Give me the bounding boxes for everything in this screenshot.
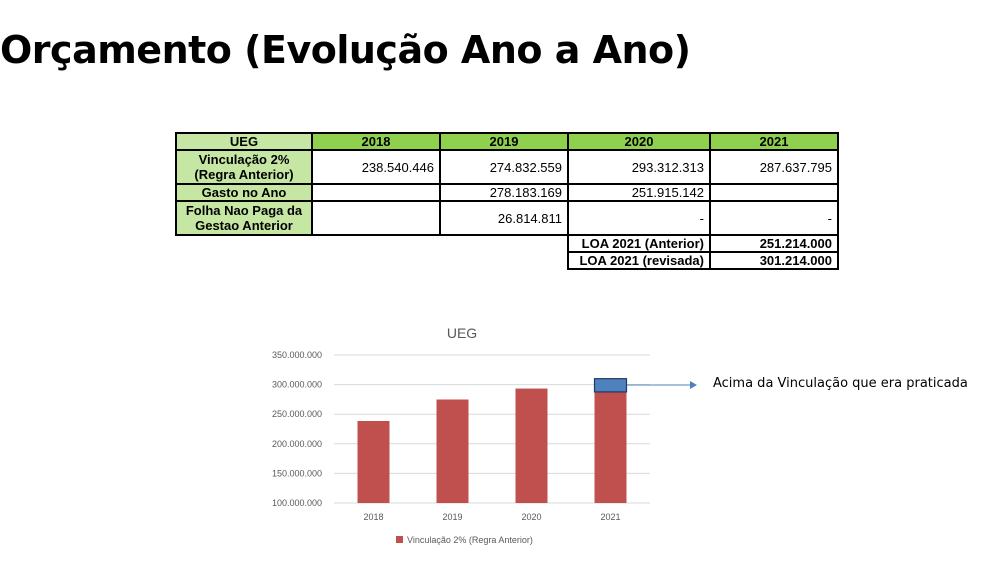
slide-title: Orçamento (Evolução Ano a Ano) <box>0 28 691 72</box>
cell-gasto-2018 <box>311 183 441 202</box>
bar-2019 <box>436 399 469 503</box>
loa-revisada-value: 301.214.000 <box>709 251 839 270</box>
budget-table: UEG 2018 2019 2020 2021 Vinculação 2% (R… <box>175 132 839 270</box>
header-2018: 2018 <box>311 132 441 151</box>
header-ueg: UEG <box>175 132 313 151</box>
loa-row: LOA 2021 (Anterior) 251.214.000 <box>176 234 839 253</box>
x-tick-label: 2021 <box>600 512 620 522</box>
row-label-vinculacao: Vinculação 2% (Regra Anterior) <box>175 149 313 185</box>
y-tick-label: 150.000.000 <box>272 468 322 478</box>
y-tick-label: 350.000.000 <box>272 350 322 360</box>
cell-vinculacao-2019: 274.832.559 <box>439 149 569 185</box>
row-label-gasto: Gasto no Ano <box>175 183 313 202</box>
chart-annotation: Acima da Vinculação que era praticada <box>713 376 968 391</box>
bar-2018 <box>357 420 390 503</box>
header-2020: 2020 <box>567 132 711 151</box>
cell-folha-2019: 26.814.811 <box>439 200 569 236</box>
table-row: Vinculação 2% (Regra Anterior) 238.540.4… <box>175 149 839 185</box>
header-2021: 2021 <box>709 132 839 151</box>
cell-folha-2021: - <box>709 200 839 236</box>
table-row: Folha Nao Paga da Gestao Anterior 26.814… <box>175 200 839 236</box>
table-header-row: UEG 2018 2019 2020 2021 <box>175 132 839 151</box>
cell-gasto-2021 <box>709 183 839 202</box>
highlight-bar-2021 <box>593 378 628 393</box>
y-tick-label: 200.000.000 <box>272 439 322 449</box>
cell-vinculacao-2021: 287.637.795 <box>709 149 839 185</box>
cell-vinculacao-2018: 238.540.446 <box>311 149 441 185</box>
table-row: Gasto no Ano 278.183.169 251.915.142 <box>175 183 839 202</box>
loa-anterior-value: 251.214.000 <box>709 234 839 253</box>
row-label-folha: Folha Nao Paga da Gestao Anterior <box>175 200 313 236</box>
chart-bars <box>357 378 628 503</box>
loa-revisada-label: LOA 2021 (revisada) <box>567 251 711 270</box>
cell-folha-2020: - <box>567 200 711 236</box>
chart-title: UEG <box>447 325 477 341</box>
y-axis-labels: 100.000.000 150.000.000 200.000.000 250.000… <box>272 350 322 508</box>
loa-anterior-label: LOA 2021 (Anterior) <box>567 234 711 253</box>
cell-gasto-2020: 251.915.142 <box>567 183 711 202</box>
bar-2020 <box>515 388 548 503</box>
header-2019: 2019 <box>439 132 569 151</box>
x-tick-label: 2020 <box>521 512 541 522</box>
y-tick-label: 300.000.000 <box>272 380 322 390</box>
legend-label: Vinculação 2% (Regra Anterior) <box>407 535 533 545</box>
arrow-head-icon <box>690 381 697 389</box>
x-axis-labels: 2018 2019 2020 2021 <box>363 512 620 522</box>
cell-vinculacao-2020: 293.312.313 <box>567 149 711 185</box>
x-tick-label: 2019 <box>442 512 462 522</box>
loa-row: LOA 2021 (revisada) 301.214.000 <box>176 251 839 270</box>
chart-legend: Vinculação 2% (Regra Anterior) <box>396 535 533 545</box>
cell-gasto-2019: 278.183.169 <box>439 183 569 202</box>
x-tick-label: 2018 <box>363 512 383 522</box>
legend-swatch <box>396 536 403 543</box>
bar-2021 <box>594 391 627 503</box>
cell-folha-2018 <box>311 200 441 236</box>
y-tick-label: 250.000.000 <box>272 409 322 419</box>
y-tick-label: 100.000.000 <box>272 498 322 508</box>
